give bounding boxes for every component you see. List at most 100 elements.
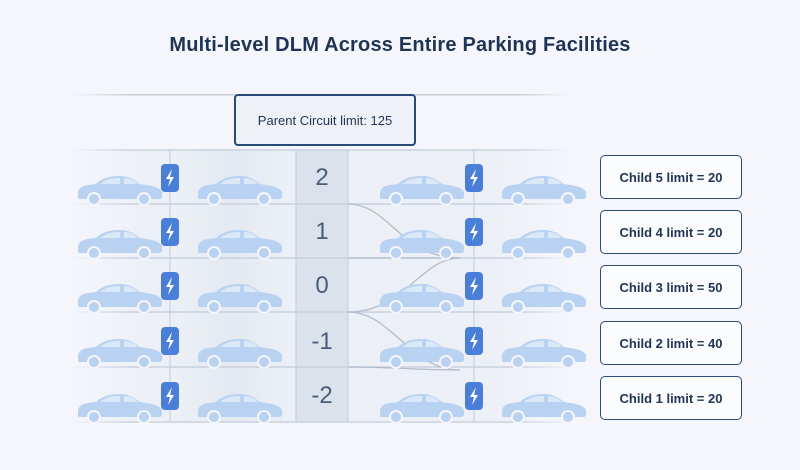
car-wheel — [439, 192, 453, 206]
car-wheel — [439, 410, 453, 424]
car-window — [402, 341, 422, 347]
car-window — [426, 232, 440, 238]
car-window — [244, 178, 258, 184]
car-wheel — [257, 410, 271, 424]
car-window — [524, 232, 544, 238]
car-wheel — [87, 246, 101, 260]
car-icon — [198, 176, 282, 206]
car-window — [220, 178, 240, 184]
parking-floors — [70, 149, 570, 423]
car-window — [100, 178, 120, 184]
car-icon — [502, 394, 586, 424]
car-icon — [198, 339, 282, 369]
car-icon — [78, 394, 162, 424]
feed-connectors — [347, 203, 461, 371]
car-wheel — [561, 355, 575, 369]
car-window — [244, 232, 258, 238]
car-wheel — [257, 355, 271, 369]
car-wheel — [257, 246, 271, 260]
car-window — [524, 396, 544, 402]
floor-line — [70, 366, 570, 368]
car-window — [426, 286, 440, 292]
car-wheel — [511, 300, 525, 314]
charger-icon — [465, 382, 483, 410]
charger-icon — [161, 327, 179, 355]
car-wheel — [257, 192, 271, 206]
car-wheel — [439, 246, 453, 260]
car-wheel — [137, 300, 151, 314]
car-window — [220, 396, 240, 402]
car-wheel — [439, 300, 453, 314]
car-wheel — [207, 355, 221, 369]
car-wheel — [389, 355, 403, 369]
car-wheel — [207, 300, 221, 314]
car-window — [244, 341, 258, 347]
feed-curve — [347, 366, 461, 371]
charger-icon — [465, 164, 483, 192]
car-window — [100, 286, 120, 292]
car-window — [524, 178, 544, 184]
chargers-group — [161, 164, 483, 410]
car-icon — [78, 230, 162, 260]
car-window — [524, 286, 544, 292]
car-wheel — [207, 410, 221, 424]
bolt-icon — [166, 277, 174, 295]
car-window — [426, 341, 440, 347]
car-window — [100, 396, 120, 402]
car-window — [548, 178, 562, 184]
car-wheel — [389, 410, 403, 424]
car-window — [124, 396, 138, 402]
bolt-icon — [166, 387, 174, 405]
diagram-title: Multi-level DLM Across Entire Parking Fa… — [169, 34, 631, 56]
floor-line — [70, 421, 570, 423]
level-label-0: 0 — [315, 272, 329, 299]
car-window — [244, 286, 258, 292]
car-icon — [502, 284, 586, 314]
car-wheel — [137, 192, 151, 206]
car-window — [124, 178, 138, 184]
charger-icon — [161, 272, 179, 300]
car-wheel — [511, 355, 525, 369]
floor-line — [70, 257, 570, 259]
feed-curve — [347, 257, 461, 313]
child-3-limit-box: Child 3 limit = 50 — [600, 265, 742, 309]
car-window — [548, 286, 562, 292]
bolt-icon — [470, 169, 478, 187]
bolt-icon — [166, 169, 174, 187]
car-wheel — [561, 246, 575, 260]
car-icon — [380, 176, 464, 206]
car-icon — [78, 284, 162, 314]
car-wheel — [511, 192, 525, 206]
car-wheel — [561, 300, 575, 314]
car-window — [402, 286, 422, 292]
car-wheel — [207, 192, 221, 206]
child-1-limit-box: Child 1 limit = 20 — [600, 376, 742, 420]
cars-group — [78, 176, 586, 424]
car-wheel — [137, 355, 151, 369]
car-window — [524, 341, 544, 347]
level-label-minus-1: -1 — [311, 328, 333, 355]
level-label-2: 2 — [315, 164, 329, 191]
car-window — [220, 341, 240, 347]
car-wheel — [137, 246, 151, 260]
car-wheel — [87, 300, 101, 314]
car-window — [100, 341, 120, 347]
car-icon — [380, 284, 464, 314]
car-wheel — [389, 246, 403, 260]
car-wheel — [389, 300, 403, 314]
child-5-limit-box: Child 5 limit = 20 — [600, 155, 742, 199]
level-label-1: 1 — [315, 218, 329, 245]
car-icon — [380, 339, 464, 369]
car-window — [244, 396, 258, 402]
car-wheel — [389, 192, 403, 206]
car-icon — [502, 230, 586, 260]
car-window — [124, 341, 138, 347]
car-icon — [198, 284, 282, 314]
car-window — [548, 341, 562, 347]
floor-line — [70, 311, 570, 313]
car-window — [426, 396, 440, 402]
car-window — [548, 396, 562, 402]
floor-line — [70, 203, 570, 205]
bolt-icon — [470, 332, 478, 350]
